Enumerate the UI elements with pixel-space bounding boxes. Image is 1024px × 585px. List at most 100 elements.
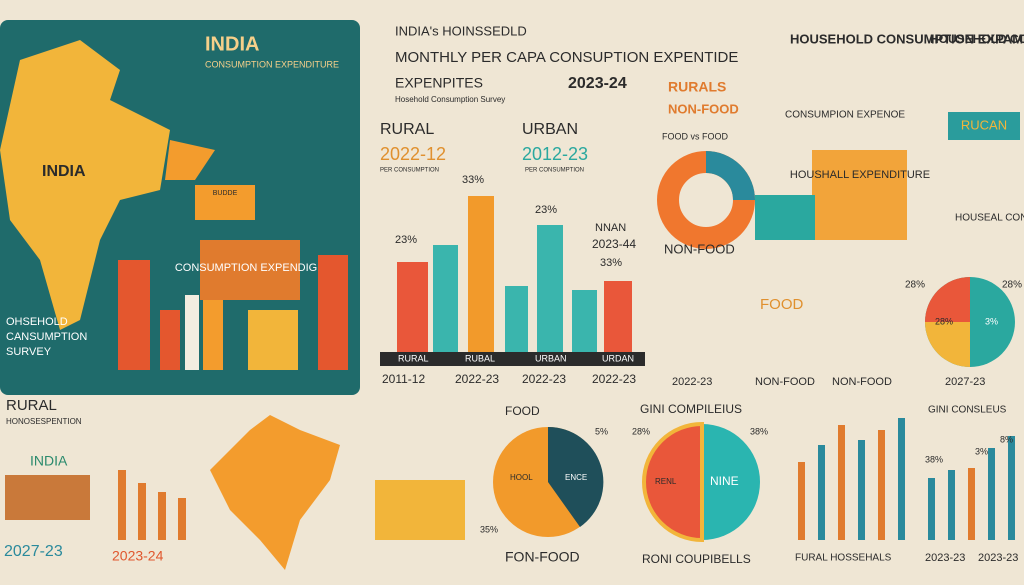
header-line: MONTHLY PER CAPA CONSUPTION EXPENTIDE	[395, 49, 738, 66]
right-band: CONSUMPION EXPENOE	[785, 110, 905, 121]
deco-bar	[878, 430, 885, 540]
truck-cab	[755, 195, 815, 240]
pie-slice	[642, 421, 704, 543]
right-pct: 38%	[925, 454, 943, 464]
pct: 23%	[395, 234, 417, 246]
figure	[118, 260, 150, 370]
pie-pct: 28%	[632, 426, 650, 436]
urban-title: URBAN	[522, 121, 578, 138]
sign	[948, 112, 1020, 140]
pie-in: ENCE	[565, 473, 587, 482]
deco-bar	[203, 300, 223, 370]
deco-bar	[928, 478, 935, 540]
deco-bar	[185, 295, 199, 370]
truck	[195, 185, 255, 220]
pie-pct: 5%	[595, 426, 608, 436]
right-food: FOOD	[760, 296, 803, 313]
year-label: 2011-12	[382, 372, 425, 386]
pie-pct: 35%	[480, 524, 498, 534]
survey-text: SURVEY	[6, 346, 52, 358]
header-line: EXPENPITES	[395, 75, 483, 91]
map-part	[165, 140, 215, 180]
bar-label: URDAN	[602, 353, 634, 363]
survey-text: CANSUMPTION	[6, 331, 87, 343]
bar-label: URBAN	[535, 353, 567, 363]
donut-title: FOOD vs FOOD	[662, 131, 728, 141]
deco-bar	[397, 262, 428, 362]
header-source: Hosehold Consumption Survey	[395, 95, 505, 104]
right-year: 2022-23	[672, 376, 712, 388]
deco-bar	[858, 440, 865, 540]
deco-bars	[798, 418, 1015, 540]
deco-bar	[1008, 436, 1015, 540]
deco-bar	[898, 418, 905, 540]
pie-in: HOOL	[510, 473, 533, 482]
header-line: INDIA's HOINSSEDLD	[395, 23, 527, 38]
deco-bar	[604, 281, 632, 362]
map	[0, 40, 170, 330]
pie-in: RENL	[655, 477, 677, 486]
year-label: 2022-23	[522, 372, 566, 386]
truck	[812, 150, 907, 240]
hero-subtitle: CONSUMPTION EXPENDITURE	[205, 59, 339, 69]
bars-year: 2023-24	[112, 548, 164, 564]
deco-bar	[572, 290, 597, 362]
note: PER CONSUMPTION	[525, 168, 584, 174]
note: PER CONSUMPTION	[380, 168, 439, 174]
pie-pct: 28%	[1002, 280, 1022, 291]
deco-bar	[138, 483, 146, 540]
right-title: GINI CONSLEUS	[928, 405, 1007, 416]
pie-pct: 38%	[750, 426, 768, 436]
sign-text: RUCAN	[961, 117, 1007, 132]
deco-bar	[968, 468, 975, 540]
pct: 33%	[600, 257, 622, 269]
year-label: 2022-23	[455, 372, 499, 386]
pie-slice	[925, 322, 970, 367]
deco-bar	[818, 445, 825, 540]
map-label: INDIA	[42, 163, 86, 180]
truck-text: HOUSHALL EXPENDITURE	[790, 169, 930, 181]
pie-slice	[548, 426, 604, 527]
header-tag: RURALS	[668, 79, 726, 95]
rural-title: RURAL	[380, 121, 434, 138]
header-year: 2023-24	[568, 75, 627, 92]
pct: 23%	[535, 204, 557, 216]
sign-text: CONSUMPTION EXPENDIGN	[175, 262, 325, 274]
donut-slice	[705, 151, 755, 201]
deco-bar	[798, 462, 805, 540]
rural-sub: HONOSESPENTION	[6, 417, 82, 426]
deco-bar	[948, 470, 955, 540]
right-foot: FURAL HOSSEHALS	[795, 553, 892, 564]
figure	[318, 255, 348, 370]
rural-year: 2027-23	[4, 543, 63, 560]
right-nonfood: NON-FOOD	[755, 376, 815, 388]
right-pct: 3%	[975, 446, 988, 456]
food-foot: FON-FOOD	[505, 549, 580, 565]
year-label: 2022-23	[592, 372, 636, 386]
pie-slice	[925, 277, 970, 322]
deco-bar	[838, 425, 845, 540]
right-year: 2023-23	[925, 552, 965, 564]
right-pct: 8%	[1000, 434, 1013, 444]
pie-year: 2027-23	[945, 376, 985, 388]
truck-label: BUDDE	[213, 190, 238, 197]
rural-title: RURAL	[6, 397, 57, 414]
urban-year: 2012-23	[522, 144, 588, 164]
gini-title: GINI COMPILEIUS	[640, 402, 742, 416]
pct: 33%	[462, 174, 484, 186]
rural-year: 2022-12	[380, 144, 446, 164]
pct: NNAN	[595, 222, 626, 234]
deco-bar	[160, 310, 180, 370]
right-nonfood: NON-FOOD	[832, 376, 892, 388]
deco-shelf	[375, 480, 465, 540]
building	[5, 475, 90, 520]
right-year: 2023-23	[978, 552, 1018, 564]
deco-bar	[988, 448, 995, 540]
deco-bar	[178, 498, 186, 540]
deco-bar	[433, 245, 458, 362]
pie-in: NINE	[710, 474, 739, 488]
right-head: HOUSEHOLD CONSUMPTION EXPAMPENDE	[790, 31, 1024, 46]
pie-pct: 28%	[935, 316, 953, 326]
